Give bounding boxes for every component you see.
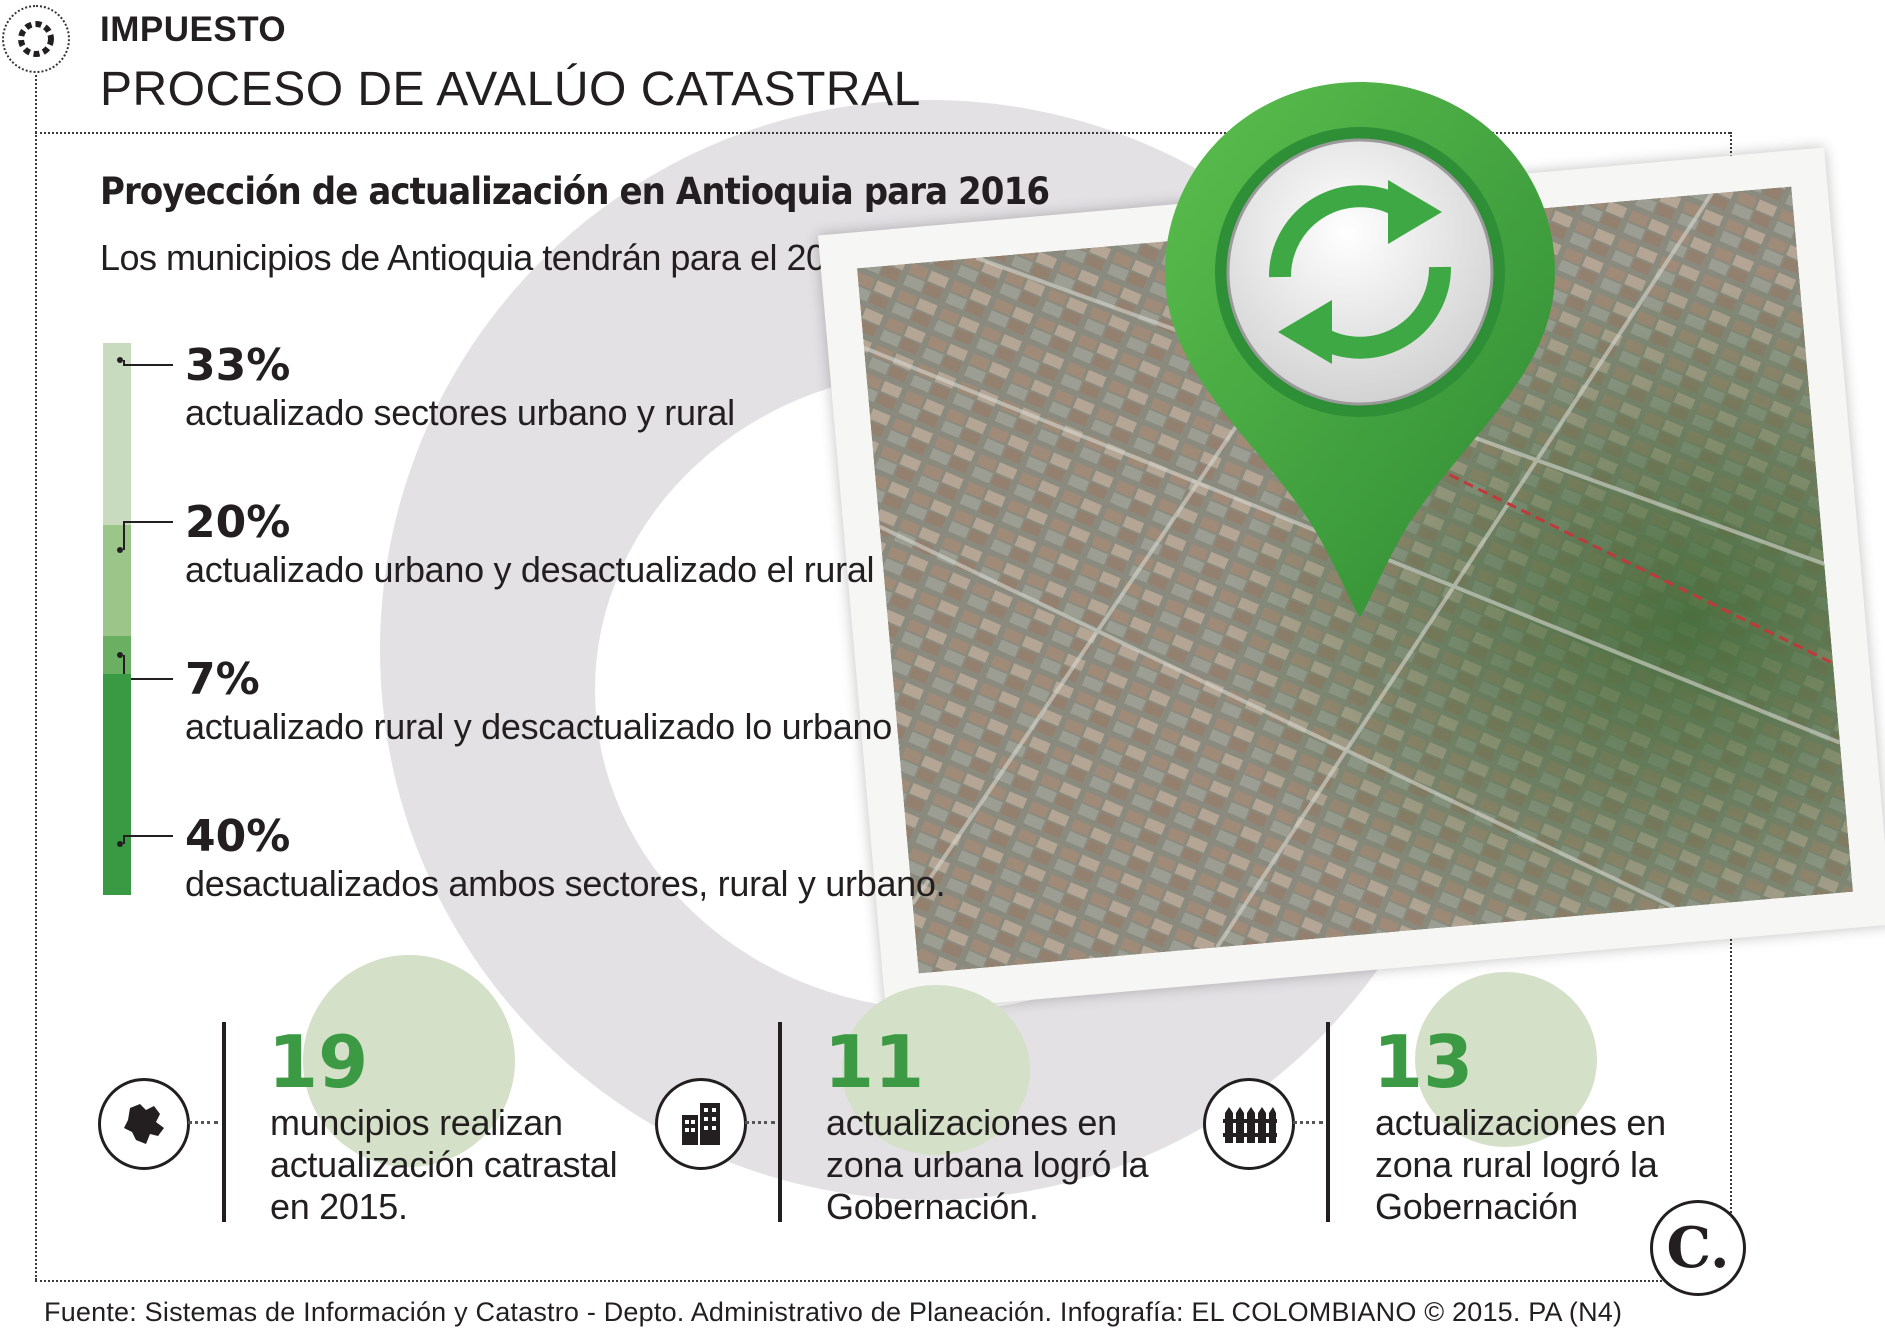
source-footer: Fuente: Sistemas de Información y Catast… bbox=[44, 1297, 1623, 1327]
bar-tick-4 bbox=[117, 841, 123, 847]
bar-tick-1 bbox=[117, 357, 123, 363]
breakdown-percent-1: 33% bbox=[185, 340, 291, 391]
stat-bg-circle-3 bbox=[1415, 972, 1597, 1147]
bar-segment-2 bbox=[103, 525, 131, 636]
breakdown-percent-2: 20% bbox=[185, 497, 291, 548]
brand-logo-mark: C. bbox=[1666, 1215, 1730, 1281]
stat-text-1: muncipios realizan actualización catrast… bbox=[270, 1102, 618, 1228]
bar-segment-4 bbox=[103, 674, 131, 895]
stat-text-1-line1: muncipios realizan bbox=[270, 1102, 563, 1143]
bar-tick-2 bbox=[117, 547, 123, 554]
stat-number-3: 13 bbox=[1373, 1020, 1474, 1104]
brand-logo: C. bbox=[1650, 1200, 1746, 1296]
stat-connector-3 bbox=[1293, 1121, 1323, 1124]
bar-connector-3 bbox=[123, 654, 125, 678]
section-logo-icon bbox=[2, 5, 70, 73]
breakdown-percent-3: 7% bbox=[185, 654, 260, 705]
stat-divider-1 bbox=[222, 1022, 226, 1222]
bar-connector-h-2 bbox=[123, 521, 173, 523]
bar-connector-h-1 bbox=[123, 364, 173, 366]
fence-icon bbox=[1203, 1078, 1295, 1170]
frame-bottom bbox=[35, 1280, 1730, 1282]
frame-left bbox=[35, 60, 37, 1280]
stat-text-3-line3: Gobernación bbox=[1375, 1186, 1578, 1227]
stat-bg-circle-2 bbox=[842, 985, 1030, 1155]
bar-tick-3 bbox=[117, 651, 123, 658]
section-subtitle: Proyección de actualización en Antioquia… bbox=[100, 170, 1050, 213]
stat-divider-3 bbox=[1326, 1022, 1330, 1222]
stat-text-1-line3: en 2015. bbox=[270, 1186, 408, 1227]
stat-bg-circle-1 bbox=[303, 955, 515, 1167]
stat-number-1: 19 bbox=[268, 1020, 369, 1104]
kicker: IMPUESTO bbox=[100, 10, 287, 49]
bar-segment-1 bbox=[103, 343, 131, 526]
breakdown-label-1: actualizado sectores urbano y rural bbox=[185, 392, 735, 433]
breakdown-label-4: desactualizados ambos sectores, rural y … bbox=[185, 863, 946, 904]
breakdown-label-3: actualizado rural y descactualizado lo u… bbox=[185, 706, 892, 747]
stat-connector-2 bbox=[745, 1121, 775, 1124]
breakdown-label-2: actualizado urbano y desactualizado el r… bbox=[185, 549, 875, 590]
page-title: PROCESO DE AVALÚO CATASTRAL bbox=[100, 63, 921, 116]
bar-connector-h-3 bbox=[123, 678, 173, 680]
stat-text-2-line3: Gobernación. bbox=[826, 1186, 1039, 1227]
stat-divider-2 bbox=[778, 1022, 782, 1222]
stat-text-2-line2: zona urbana logró la bbox=[826, 1144, 1149, 1185]
stat-text-3-line1: actualizaciones en bbox=[1375, 1102, 1666, 1143]
stat-number-2: 11 bbox=[824, 1020, 925, 1104]
section-intro: Los municipios de Antioquia tendrán para… bbox=[100, 237, 875, 278]
stat-text-2: actualizaciones en zona urbana logró la … bbox=[826, 1102, 1149, 1228]
frame-top bbox=[35, 132, 1730, 134]
stat-connector-1 bbox=[188, 1121, 218, 1124]
update-pin-icon bbox=[1160, 72, 1560, 632]
bar-connector-1 bbox=[123, 360, 125, 364]
stat-text-3: actualizaciones en zona rural logró la G… bbox=[1375, 1102, 1666, 1228]
buildings-icon bbox=[655, 1078, 747, 1170]
stat-text-1-line2: actualización catrastal bbox=[270, 1144, 618, 1185]
stat-text-2-line1: actualizaciones en bbox=[826, 1102, 1117, 1143]
antioquia-map-icon bbox=[98, 1078, 190, 1170]
bar-connector-4 bbox=[123, 835, 125, 844]
breakdown-percent-4: 40% bbox=[185, 811, 291, 862]
bar-connector-h-4 bbox=[123, 835, 173, 837]
stat-text-3-line2: zona rural logró la bbox=[1375, 1144, 1658, 1185]
bar-connector-2 bbox=[123, 521, 125, 551]
